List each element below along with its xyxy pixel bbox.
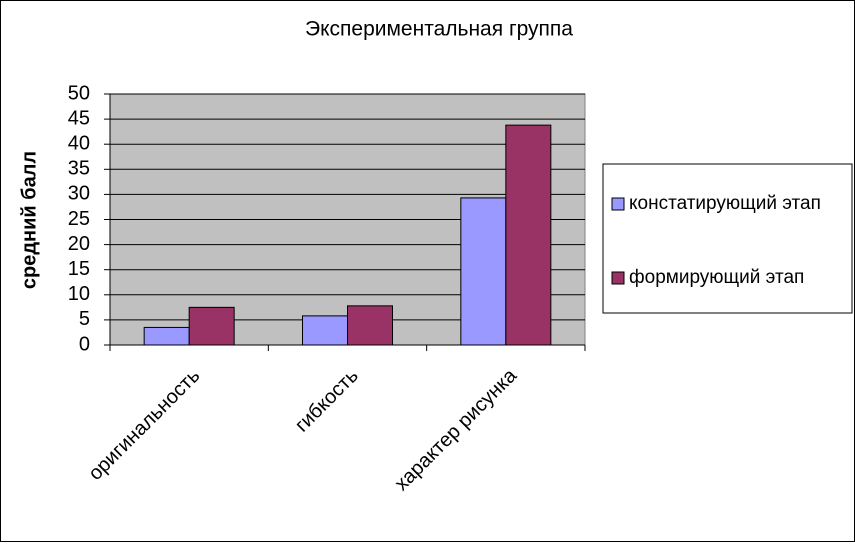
y-tick-label: 10 [68, 283, 90, 305]
bar [460, 197, 507, 346]
y-tick-label: 30 [68, 183, 90, 205]
y-tick-label: 0 [79, 333, 90, 355]
y-tick-label: 15 [68, 258, 90, 280]
bar [143, 326, 190, 346]
y-tick-label: 50 [68, 82, 90, 104]
y-tick-label: 45 [68, 107, 90, 129]
bar [505, 124, 552, 346]
legend-box [602, 163, 853, 314]
y-axis-label: средний балл [18, 151, 40, 289]
legend-label: формирующий этап [629, 267, 804, 288]
y-tick-label: 5 [79, 308, 90, 330]
legend-swatch [611, 197, 625, 211]
y-tick-label: 35 [68, 158, 90, 180]
chart-title: Экспериментальная группа [305, 18, 573, 41]
y-tick-label: 40 [68, 132, 90, 154]
bar [347, 305, 393, 346]
bar [188, 306, 235, 346]
legend-swatch [611, 271, 625, 285]
y-tick-label: 20 [68, 233, 90, 255]
legend-label: констатирующий этап [629, 193, 821, 214]
bar [302, 315, 348, 346]
y-tick-label: 25 [68, 208, 90, 230]
